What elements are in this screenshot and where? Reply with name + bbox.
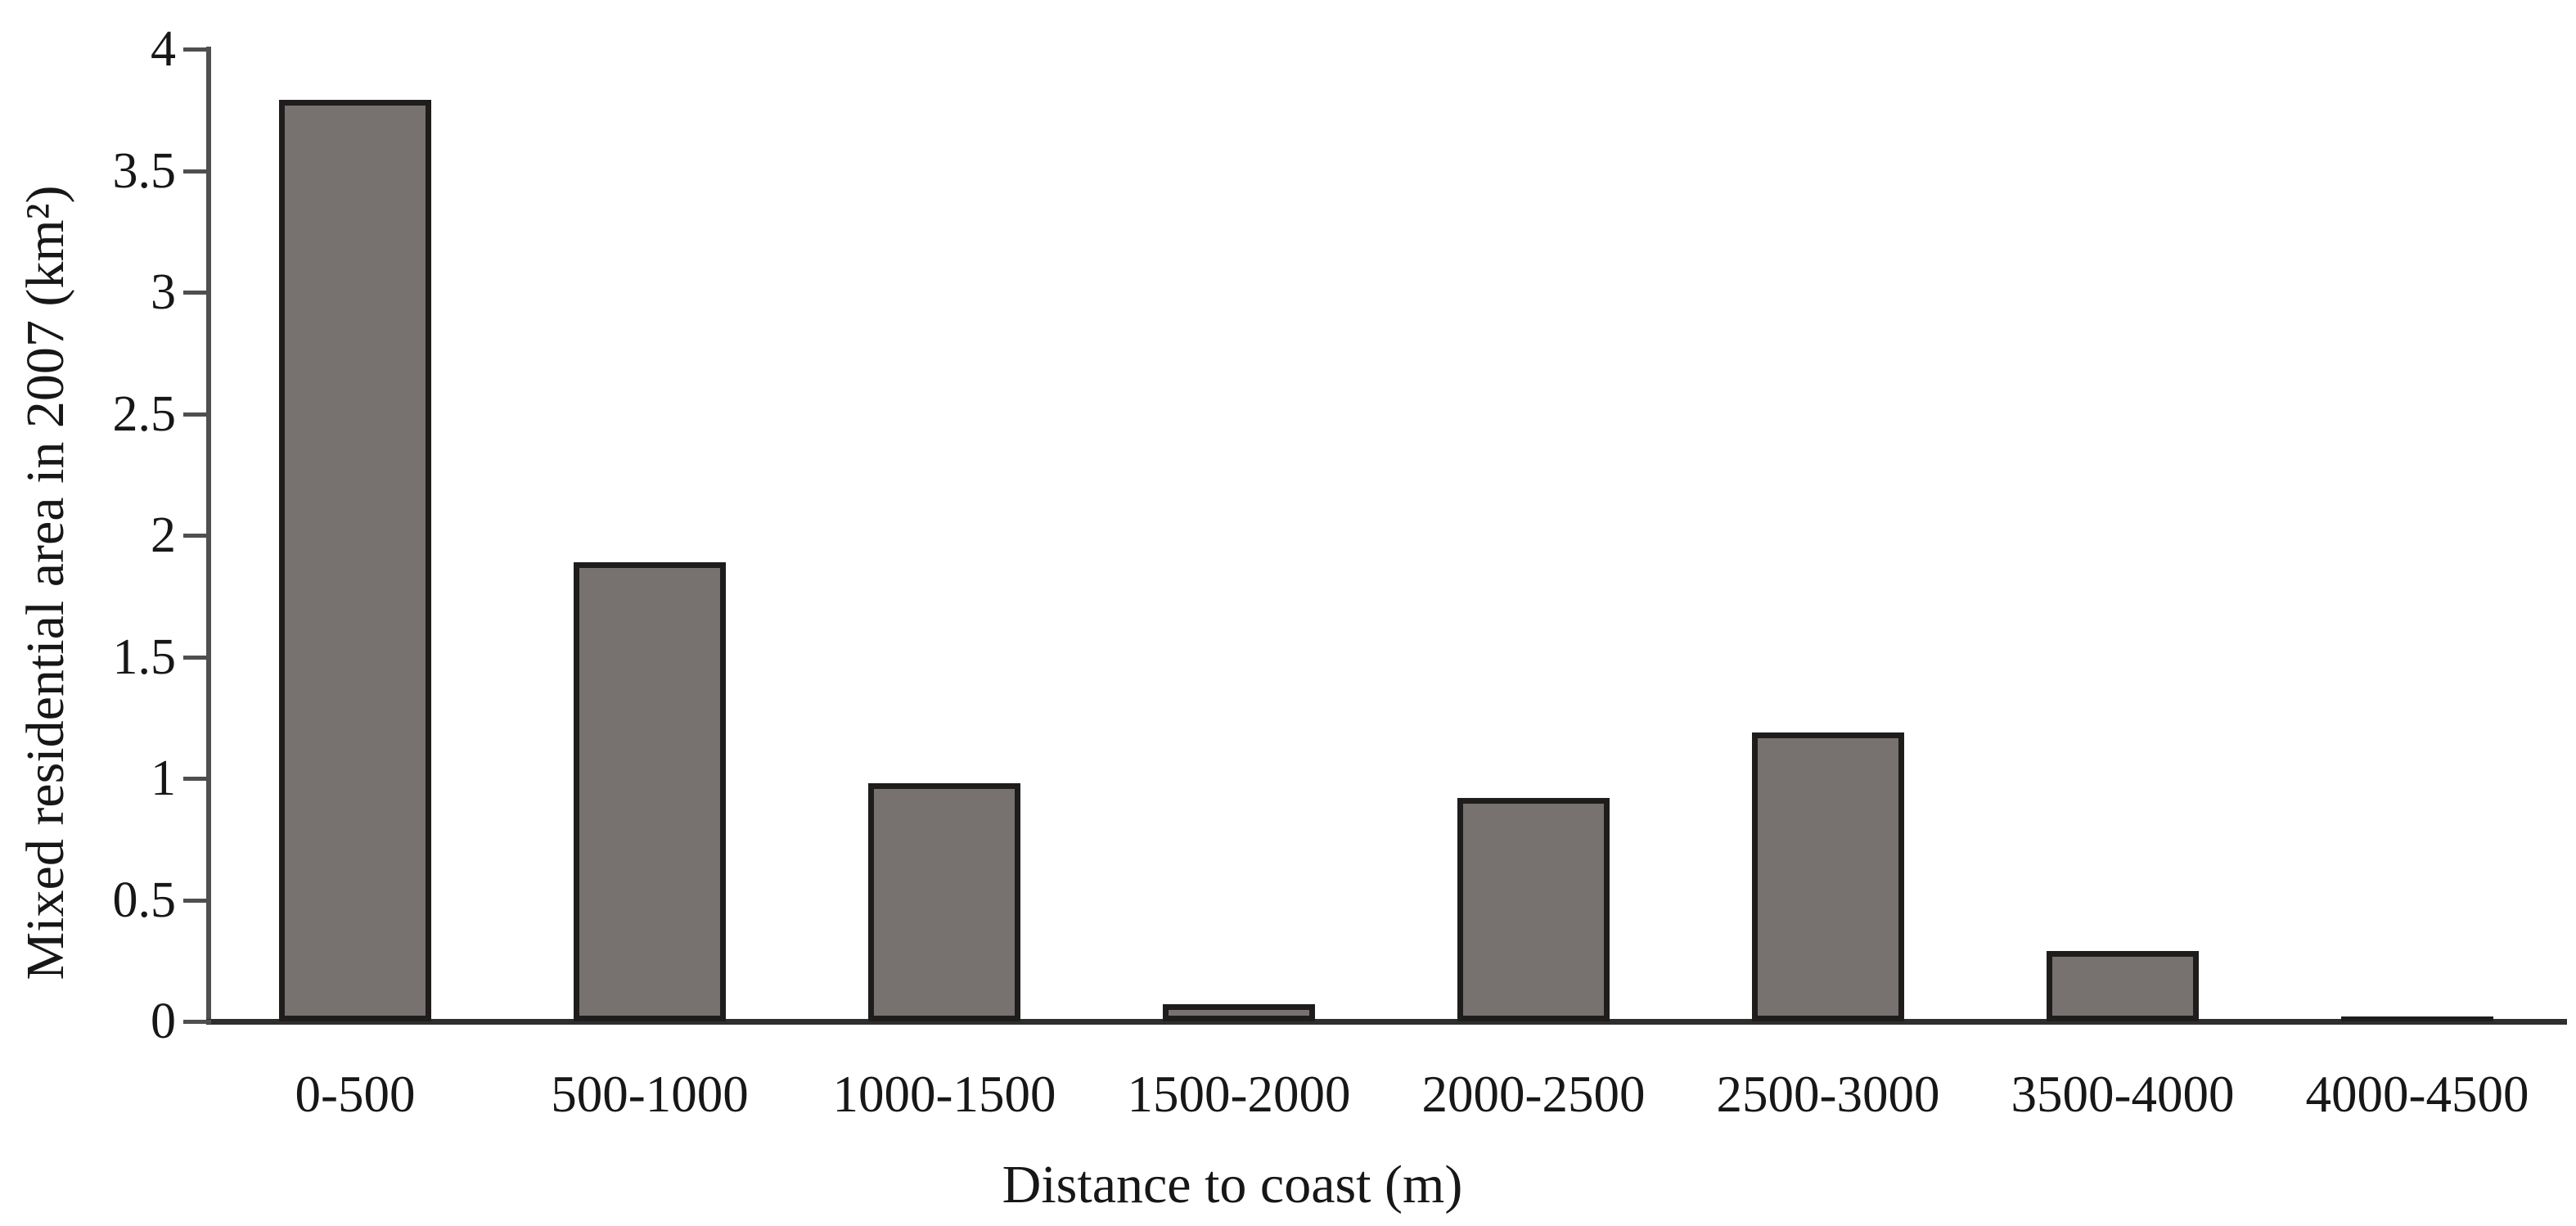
x-tick-label: 3500-4000: [2011, 1066, 2235, 1123]
x-tick-label: 1000-1500: [832, 1066, 1056, 1123]
y-tick-label: 1: [151, 750, 176, 806]
y-tick-label: 2.5: [112, 385, 177, 442]
bar: [574, 562, 726, 1021]
y-tick-mark: [183, 534, 211, 538]
y-tick-mark: [183, 898, 211, 903]
y-tick-label: 0: [151, 994, 176, 1049]
y-tick-label: 2: [151, 507, 176, 563]
bar: [279, 100, 431, 1021]
x-tick-label: 4000-4500: [2305, 1066, 2529, 1123]
y-tick-label: 0.5: [112, 872, 177, 928]
y-tick-mark: [183, 1020, 211, 1024]
y-tick-mark: [183, 291, 211, 295]
x-tick-label: 1500-2000: [1127, 1066, 1351, 1123]
y-tick-label: 3: [151, 264, 176, 320]
x-tick-label: 500-1000: [551, 1066, 749, 1123]
bar: [1163, 1004, 1315, 1021]
y-tick-label: 3.5: [112, 142, 177, 199]
bar: [2047, 951, 2199, 1021]
x-tick-label: 2000-2500: [1421, 1066, 1646, 1123]
bar: [868, 783, 1020, 1021]
y-tick-label: 1.5: [112, 629, 177, 685]
x-axis-title: Distance to coast (m): [1002, 1155, 1463, 1215]
x-axis-line: [206, 1019, 2567, 1025]
bar: [1457, 798, 1610, 1021]
y-tick-label: 4: [151, 21, 176, 77]
y-tick-mark: [183, 412, 211, 417]
x-tick-label: 2500-3000: [1716, 1066, 1940, 1123]
bar: [1752, 732, 1904, 1021]
y-tick-mark: [183, 655, 211, 660]
y-tick-mark: [183, 777, 211, 781]
y-tick-mark: [183, 47, 211, 52]
y-tick-mark: [183, 169, 211, 174]
bar: [2341, 1016, 2493, 1021]
x-tick-label: 0-500: [295, 1066, 416, 1123]
